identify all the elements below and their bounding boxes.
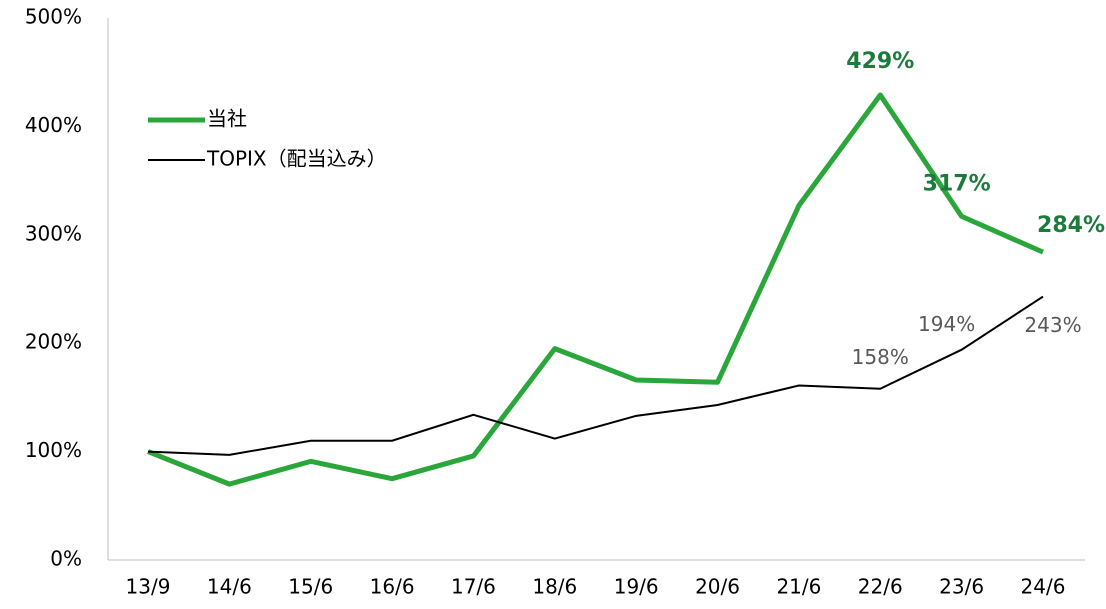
legend-label: TOPIX（配当込み） xyxy=(206,147,387,171)
x-tick-label: 23/6 xyxy=(939,575,984,599)
data-label: 194% xyxy=(918,312,975,336)
x-tick-label: 17/6 xyxy=(451,575,496,599)
x-tick-label: 15/6 xyxy=(288,575,333,599)
data-label: 317% xyxy=(923,171,991,196)
x-tick-label: 20/6 xyxy=(695,575,740,599)
x-tick-label: 24/6 xyxy=(1021,575,1066,599)
x-tick-label: 21/6 xyxy=(776,575,821,599)
data-label: 284% xyxy=(1037,213,1105,238)
x-tick-label: 16/6 xyxy=(370,575,415,599)
y-tick-label: 200% xyxy=(25,330,82,354)
data-label: 158% xyxy=(852,345,909,369)
data-label: 243% xyxy=(1024,313,1081,337)
x-tick-label: 19/6 xyxy=(614,575,659,599)
x-tick-label: 14/6 xyxy=(207,575,252,599)
y-tick-label: 100% xyxy=(25,438,82,462)
x-tick-label: 22/6 xyxy=(858,575,903,599)
data-label: 429% xyxy=(846,49,914,74)
y-tick-label: 500% xyxy=(25,5,82,29)
y-tick-label: 400% xyxy=(25,113,82,137)
x-tick-label: 18/6 xyxy=(532,575,577,599)
y-tick-label: 300% xyxy=(25,221,82,245)
x-tick-label: 13/9 xyxy=(126,575,171,599)
series-line xyxy=(147,295,1044,456)
series-line xyxy=(147,92,1045,487)
y-tick-label: 0% xyxy=(50,547,82,571)
legend-label: 当社 xyxy=(207,107,247,131)
